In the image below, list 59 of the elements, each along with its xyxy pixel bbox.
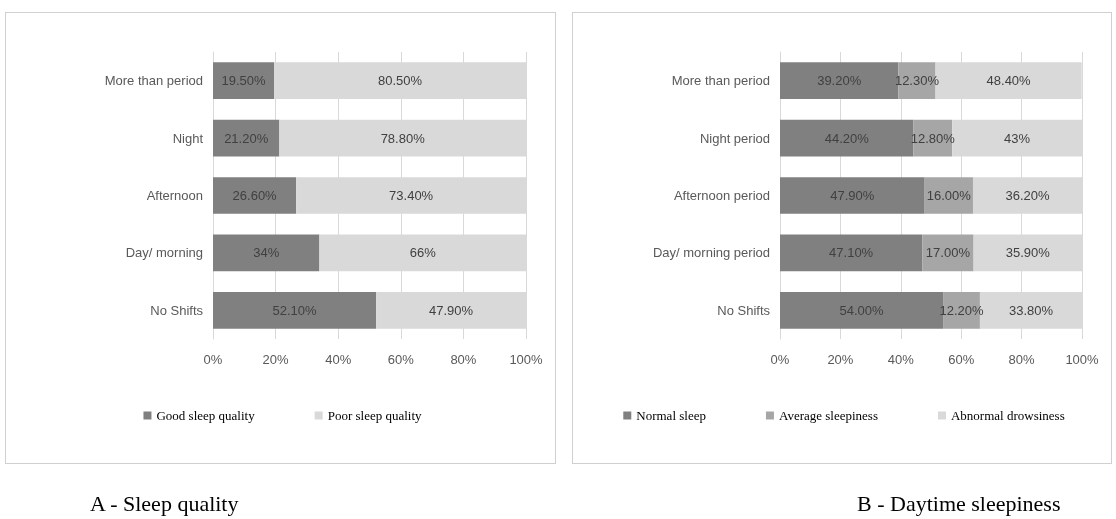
y-tick-label: No Shifts xyxy=(150,302,204,318)
data-label: 52.10% xyxy=(272,302,318,318)
data-label: 54.00% xyxy=(839,302,885,318)
x-tick-label: 60% xyxy=(387,352,415,367)
legend-label: Good sleep quality xyxy=(156,408,256,423)
data-label: 39.20% xyxy=(817,73,862,89)
data-label: 21.20% xyxy=(224,130,269,146)
data-label: 12.30% xyxy=(894,73,940,89)
data-label: 78.80% xyxy=(380,130,426,146)
legend-label: Abnormal drowsiness xyxy=(950,408,1065,423)
data-label: 19.50% xyxy=(221,73,266,89)
x-tick-label: 100% xyxy=(1065,352,1100,367)
x-tick-label: 0% xyxy=(770,352,790,367)
data-label: 16.00% xyxy=(926,188,972,203)
y-tick-label: Afternoon xyxy=(146,188,203,203)
bar xyxy=(213,291,377,329)
y-tick-label: Day/ morning xyxy=(125,245,203,261)
x-tick-label: 40% xyxy=(325,352,352,367)
x-tick-label: 40% xyxy=(887,352,915,367)
x-tick-label: 0% xyxy=(203,352,223,367)
data-label: 33.80% xyxy=(1008,302,1054,318)
x-tick-label: 80% xyxy=(450,352,477,367)
data-label: 80.50% xyxy=(377,73,423,89)
data-label: 34% xyxy=(253,245,280,261)
text: A - Sleep quality xyxy=(90,490,239,516)
y-tick-label: No Shifts xyxy=(717,302,771,318)
data-label: 47.10% xyxy=(829,245,874,261)
data-label: 36.20% xyxy=(1005,188,1050,203)
data-label: 66% xyxy=(409,245,437,261)
x-tick-label: 100% xyxy=(509,352,544,367)
legend-label: Poor sleep quality xyxy=(327,408,423,423)
data-label: 35.90% xyxy=(1005,245,1051,261)
data-label: 44.20% xyxy=(824,130,870,146)
data-label: 12.80% xyxy=(910,130,956,146)
data-label: 47.90% xyxy=(830,188,875,203)
text: B - Daytime sleepiness xyxy=(857,490,1061,516)
y-tick-label: More than period xyxy=(671,73,770,89)
bar xyxy=(213,177,297,214)
y-tick-label: Night period xyxy=(699,130,770,146)
data-label: 26.60% xyxy=(232,188,278,203)
bar xyxy=(213,234,320,272)
bar xyxy=(780,234,923,272)
legend-label: Normal sleep xyxy=(636,408,706,423)
y-tick-label: More than period xyxy=(104,73,203,89)
data-label: 17.00% xyxy=(925,245,971,261)
y-tick-label: Day/ morning period xyxy=(652,245,770,261)
y-tick-label: Afternoon period xyxy=(673,188,770,203)
data-label: 47.90% xyxy=(428,302,474,318)
x-tick-label: 80% xyxy=(1008,352,1036,367)
x-tick-label: 20% xyxy=(827,352,854,367)
bar xyxy=(213,62,275,100)
data-label: 73.40% xyxy=(389,188,434,203)
bar xyxy=(780,177,925,214)
data-label: 43% xyxy=(1004,130,1031,146)
y-tick-label: Night xyxy=(172,130,204,146)
x-tick-label: 60% xyxy=(948,352,975,367)
data-label: 48.40% xyxy=(986,73,1032,89)
legend-label: Average sleepiness xyxy=(778,408,878,423)
x-tick-label: 20% xyxy=(262,352,290,367)
